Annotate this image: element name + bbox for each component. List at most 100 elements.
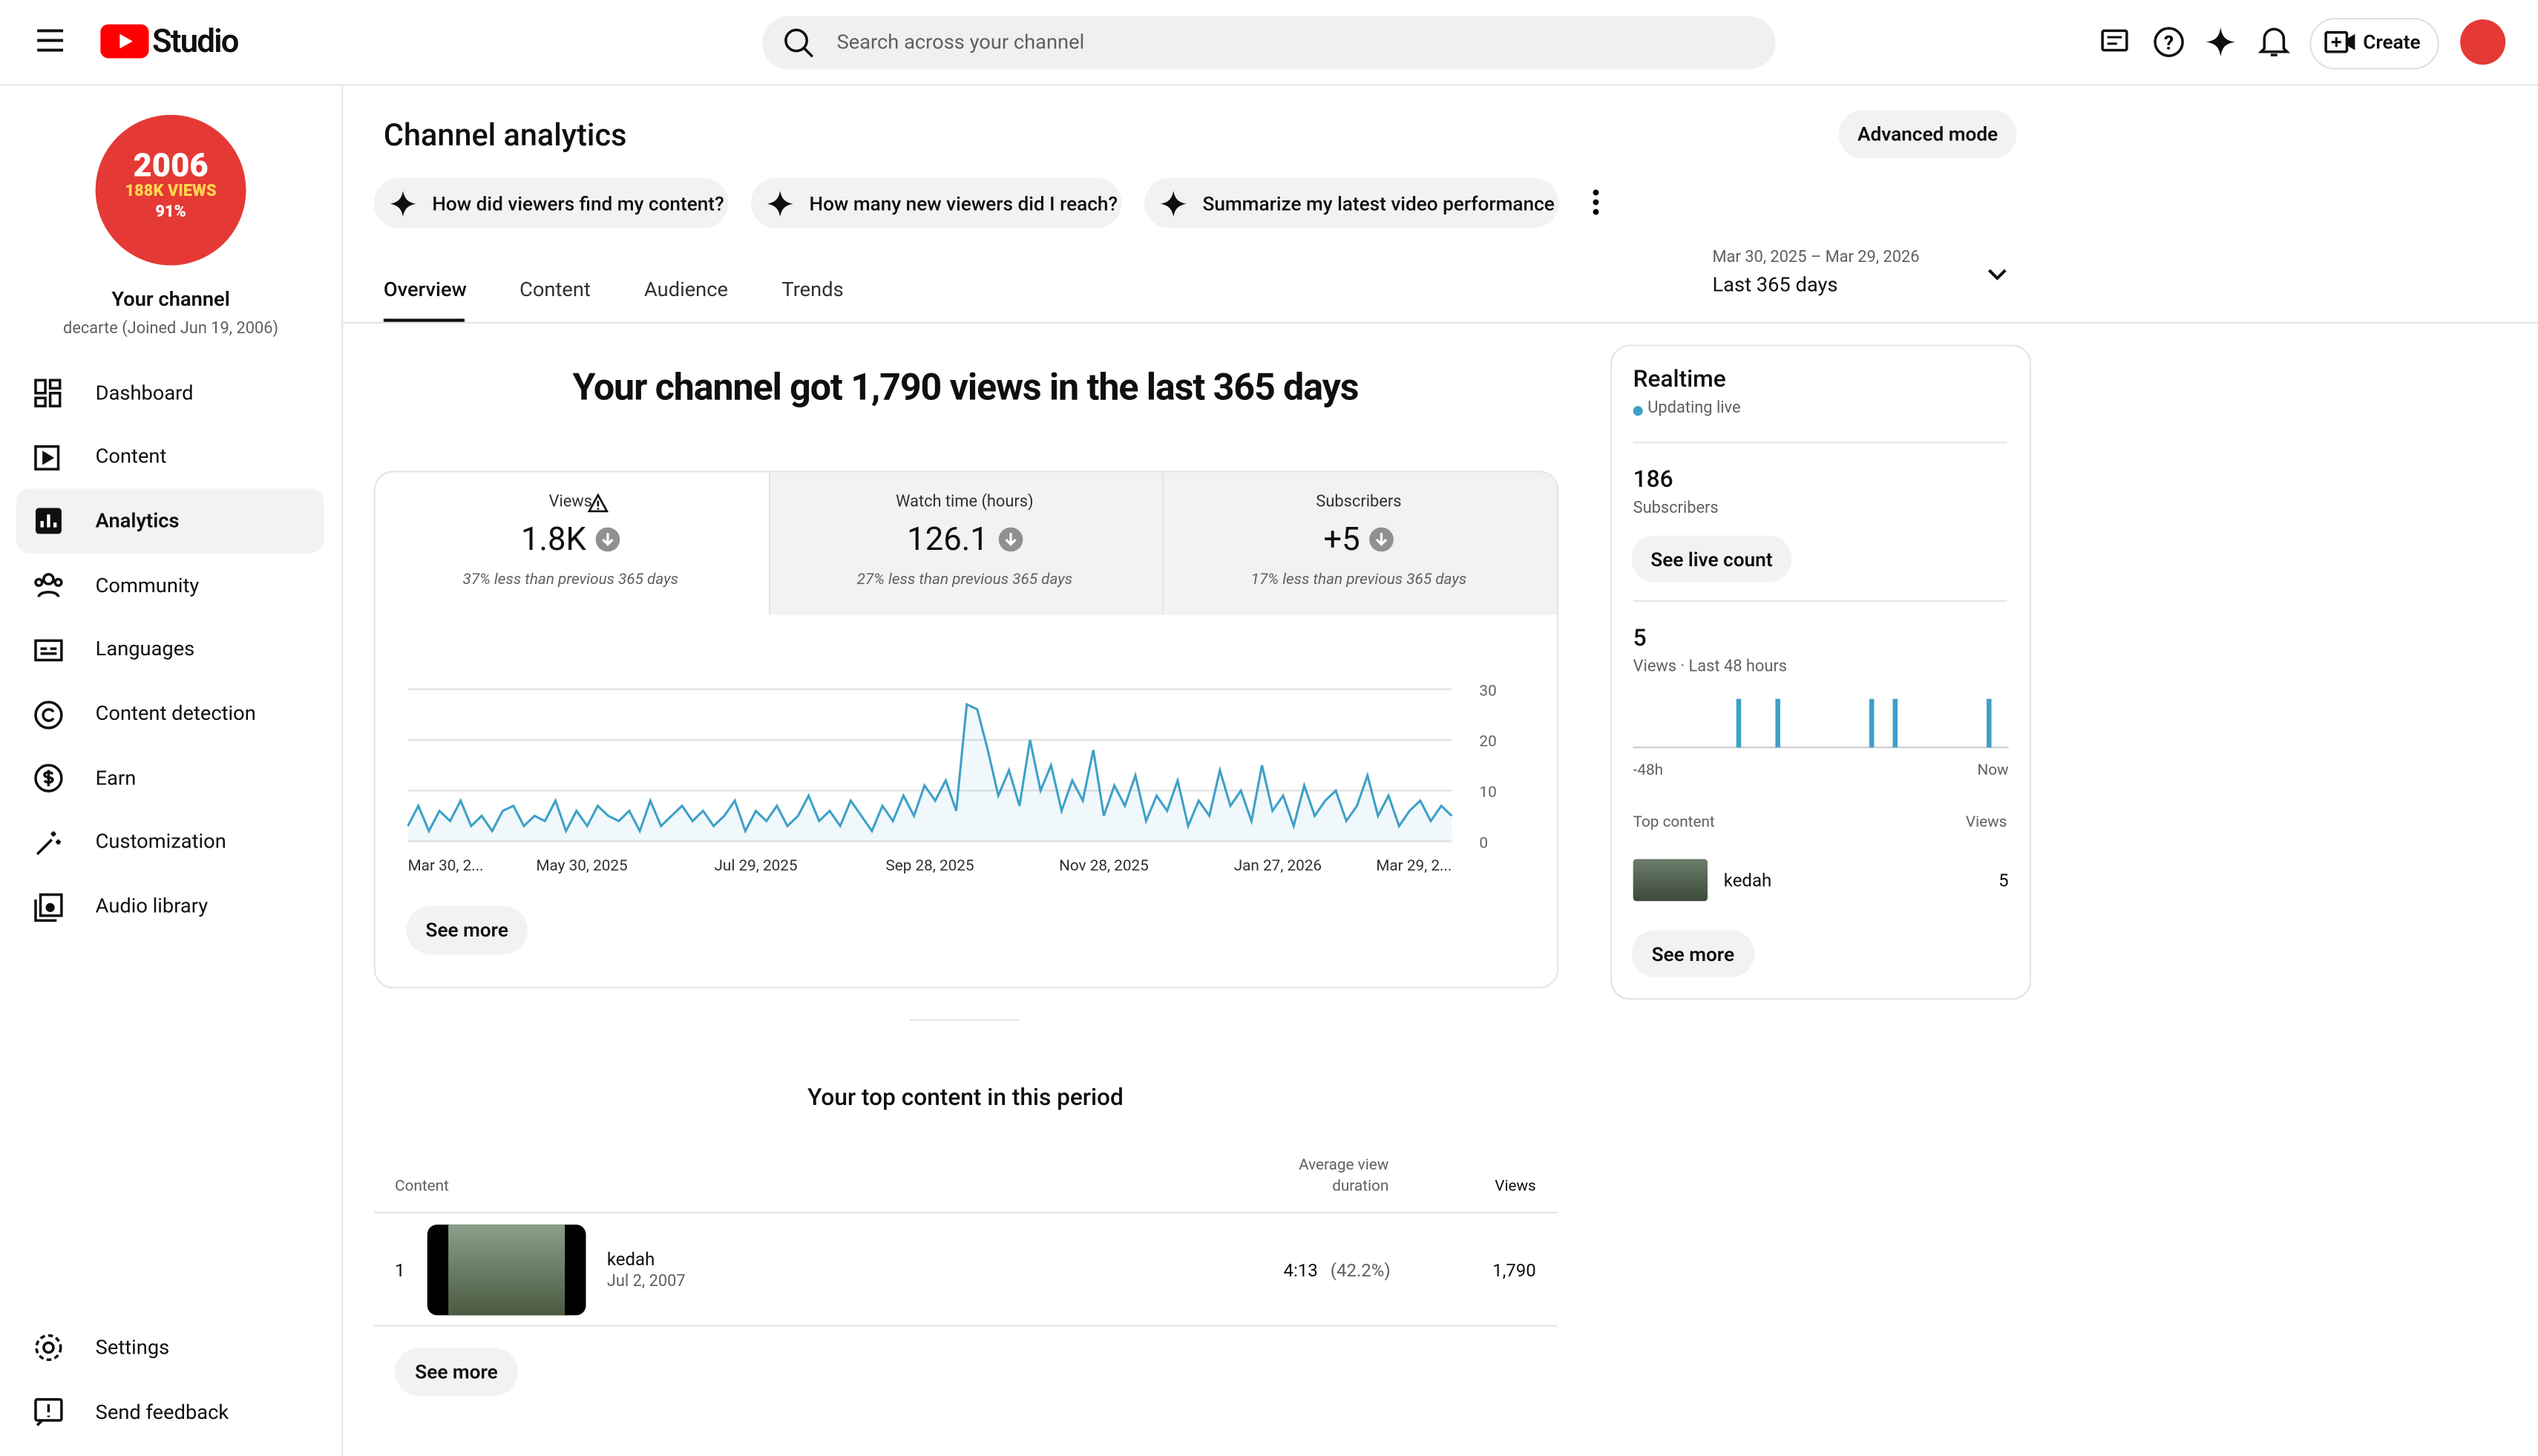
nav-label: Audio library — [95, 894, 209, 919]
column-header: Content — [395, 1178, 449, 1196]
help-icon[interactable]: ? — [2153, 26, 2186, 59]
metric-divider — [1161, 472, 1164, 615]
prompt-chip[interactable]: Summarize my latest video performance — [1144, 177, 1559, 229]
nav-item[interactable]: Earn — [16, 746, 324, 810]
nav-item[interactable]: Customization — [16, 810, 324, 875]
nav-item[interactable]: Audio library — [16, 874, 324, 939]
avg-duration: 4:13 — [1283, 1260, 1318, 1282]
nav-label: Earn — [95, 766, 137, 791]
icon-part — [390, 190, 416, 217]
nav-label: Dashboard — [95, 381, 194, 406]
icon-part — [34, 899, 57, 922]
search-icon — [784, 28, 814, 58]
messages-icon[interactable] — [2099, 26, 2132, 59]
nav-item[interactable]: Content detection — [16, 682, 324, 747]
channel-title: Your channel — [111, 288, 230, 312]
video-thumbnail[interactable] — [427, 1224, 586, 1316]
see-more-button[interactable]: See more — [395, 1347, 518, 1397]
more-options[interactable] — [1590, 188, 1602, 217]
realtime-title: Realtime — [1633, 365, 1726, 393]
youtube-logo[interactable] — [100, 24, 149, 59]
icon-part — [1376, 532, 1388, 545]
icon-part — [1160, 190, 1187, 217]
search-box[interactable] — [762, 16, 1776, 70]
sparkle-icon — [390, 190, 416, 217]
headline: Your channel got 1,790 views in the last… — [572, 365, 1359, 410]
nav-item[interactable]: Languages — [16, 617, 324, 682]
top-item-title[interactable]: kedah — [1723, 870, 1772, 892]
tab[interactable]: Audience — [644, 278, 728, 303]
rank: 1 — [395, 1260, 405, 1282]
tab[interactable]: Trends — [781, 278, 844, 303]
channel-avatar[interactable]: 2006 188K VIEWS 91% — [95, 114, 246, 266]
x-tick-label: Sep 28, 2025 — [885, 857, 974, 875]
see-more-button[interactable]: See more — [406, 905, 528, 955]
metric-value-row: +5 — [1162, 519, 1555, 558]
down-arrow — [595, 526, 620, 551]
metric-divider — [768, 472, 771, 615]
video-title[interactable]: kedah — [606, 1248, 655, 1270]
bar — [1892, 698, 1898, 748]
down-arrow — [997, 526, 1023, 551]
nav-label: Content detection — [95, 702, 256, 727]
notifications-icon[interactable] — [2257, 24, 2290, 60]
nav-item[interactable]: Analytics — [16, 489, 324, 554]
metric-note: 37% less than previous 365 days — [462, 571, 679, 589]
nav-item[interactable]: Content — [16, 425, 324, 490]
x-tick-label: Nov 28, 2025 — [1059, 857, 1149, 875]
create-button[interactable] — [2309, 17, 2439, 70]
warning-icon — [587, 493, 609, 513]
views: 1,790 — [1492, 1260, 1536, 1282]
icon-part — [34, 700, 63, 729]
icon-part — [43, 770, 54, 787]
create-icon — [2324, 30, 2355, 53]
subscriber-count: 186 — [1633, 465, 1673, 493]
section-divider — [909, 1019, 1020, 1021]
page-title: Channel analytics — [383, 116, 627, 154]
thumbnail[interactable] — [1633, 859, 1708, 902]
menu-button[interactable] — [36, 27, 65, 53]
sparkle-icon[interactable] — [2205, 26, 2237, 59]
realtime-status: Updating live — [1647, 399, 1741, 418]
x-tick-label: May 30, 2025 — [536, 857, 627, 875]
tab[interactable]: Overview — [383, 278, 467, 303]
nav-icon — [34, 378, 62, 407]
icon-part — [34, 577, 44, 588]
dropdown-arrow[interactable] — [1987, 267, 2007, 283]
metric-label: Subscribers — [1316, 493, 1402, 511]
icon-part — [34, 378, 47, 395]
nav-label: Customization — [95, 830, 226, 855]
period-selector[interactable]: Last 365 days — [1712, 273, 1838, 298]
create-label: Create — [2363, 30, 2421, 53]
icon-part — [34, 396, 47, 407]
date-range: Mar 30, 2025 – Mar 29, 2026 — [1712, 249, 1920, 267]
nav-icon — [36, 831, 61, 856]
nav-icon — [34, 573, 63, 598]
column-header: Views — [1495, 1178, 1536, 1196]
account-avatar[interactable] — [2460, 19, 2506, 65]
top-item-views: 5 — [1998, 870, 2009, 892]
advanced-mode-button[interactable]: Advanced mode — [1838, 110, 2017, 159]
nav-item[interactable]: Community — [16, 554, 324, 618]
live-dot — [1633, 406, 1643, 416]
search-placeholder: Search across your channel — [836, 30, 1085, 56]
metric-value: +5 — [1323, 519, 1360, 559]
x-tick-label: -48h — [1633, 761, 1663, 779]
overview-card — [373, 470, 1559, 988]
tab[interactable]: Content — [519, 278, 591, 303]
prompt-chip[interactable]: How did viewers find my content? — [373, 177, 729, 229]
logo-text[interactable]: Studio — [152, 21, 239, 60]
nav-item[interactable]: Dashboard — [16, 361, 324, 425]
svg-text:?: ? — [2164, 32, 2174, 54]
see-live-count-button[interactable]: See live count — [1631, 535, 1792, 583]
see-more-button[interactable]: See more — [1631, 930, 1755, 977]
nav-item[interactable]: Send feedback — [16, 1380, 324, 1445]
y-tick-label: 20 — [1479, 733, 1496, 751]
y-tick-label: 30 — [1479, 682, 1496, 700]
nav-item[interactable]: Settings — [16, 1315, 324, 1380]
prompt-chip[interactable]: How many new viewers did I reach? — [750, 177, 1122, 229]
icon-part — [36, 1404, 50, 1426]
column-header: Average view duration — [1299, 1156, 1389, 1196]
icon-part — [35, 1334, 62, 1362]
